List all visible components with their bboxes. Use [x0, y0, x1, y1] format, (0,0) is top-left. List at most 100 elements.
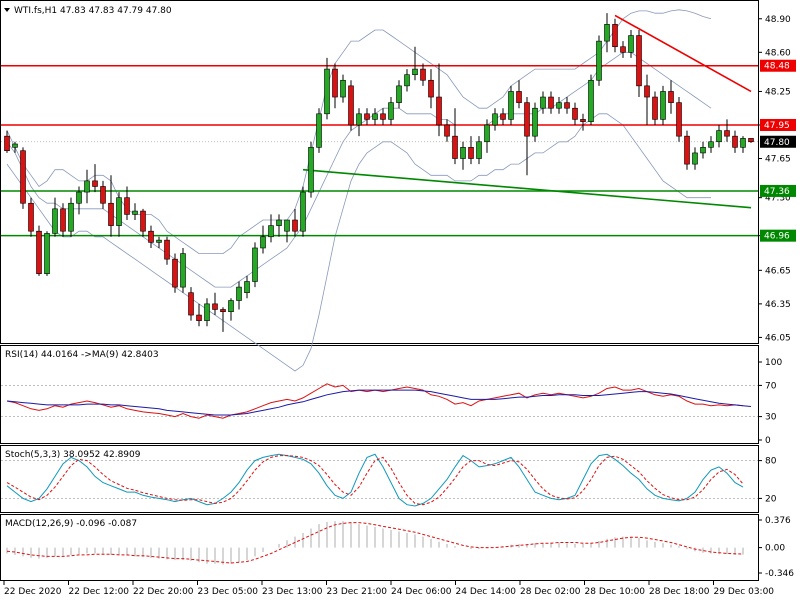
candle-bear	[172, 258, 178, 288]
candle-bear	[580, 119, 586, 122]
candle-bull	[740, 138, 746, 148]
candle-bear	[452, 135, 458, 159]
candle-bull	[76, 191, 82, 204]
candle-bull	[372, 113, 378, 120]
candle-bull	[492, 113, 498, 126]
level-tag-label: 46.96	[764, 232, 790, 242]
time-tick-label: 28 Dec 10:00	[585, 587, 646, 597]
candle-bear	[444, 124, 450, 137]
candle-bear	[60, 208, 66, 232]
trendline	[302, 168, 752, 209]
axis-labels: 48.90 48.60 48.25 47.95 47.65 47.30 46.96 46.65…	[3, 15, 796, 597]
candle-bull	[244, 281, 250, 293]
candle-bull	[700, 147, 706, 154]
level-tag	[760, 229, 796, 242]
candle-bull	[84, 180, 90, 193]
time-tick-label: 23 Dec 13:00	[262, 587, 323, 597]
candle-bull	[588, 79, 594, 122]
candle-bear	[548, 96, 554, 109]
candle-bull	[268, 225, 274, 238]
candle-bear	[572, 107, 578, 120]
candle-bear	[636, 35, 642, 87]
candle-bear	[468, 147, 474, 159]
candle-bull	[204, 303, 210, 321]
candle-bear	[732, 135, 738, 148]
candle-bull	[300, 191, 306, 232]
candle-bull	[340, 79, 346, 98]
rsi-tick-label: 0	[765, 436, 771, 446]
main-panel-frame	[0, 0, 759, 344]
candle-bull	[404, 74, 410, 87]
candle-bull	[324, 68, 330, 115]
price-tick-label: 47.30	[765, 194, 791, 204]
candle-bear	[212, 303, 218, 310]
candle-bear	[292, 219, 298, 232]
candle-bull	[460, 147, 466, 159]
candle-bull	[484, 124, 490, 143]
rsi-tick-label: 70	[765, 381, 777, 391]
time-tick-label: 22 Dec 20:00	[133, 587, 194, 597]
candle-bear	[676, 102, 682, 137]
time-tick-label: 24 Dec 06:00	[391, 587, 452, 597]
candle-bear	[724, 130, 730, 137]
candle-bear	[108, 202, 114, 226]
candle-bear	[28, 202, 34, 232]
candle-bear	[124, 197, 130, 215]
candle-bull	[68, 202, 74, 232]
candle-bull	[316, 113, 322, 148]
price-tick-label: 46.65	[765, 266, 791, 276]
time-tick-label: 22 Dec 12:00	[69, 587, 130, 597]
candle-bull	[692, 152, 698, 165]
candle-bull	[708, 141, 714, 148]
candle-bear	[524, 102, 530, 137]
candle-bear	[516, 91, 522, 103]
collapse-triangle-icon[interactable]	[4, 8, 10, 12]
stoch-panel-frame	[0, 445, 759, 513]
candle-bull	[284, 219, 290, 232]
time-tick-label: 28 Dec 18:00	[649, 587, 710, 597]
candle-bull	[532, 107, 538, 137]
candle-bull	[116, 197, 122, 226]
candle-bull	[540, 96, 546, 109]
level-tag	[760, 59, 796, 72]
candle-bear	[500, 113, 506, 120]
time-tick-label: 28 Dec 02:00	[520, 587, 581, 597]
candle-bear	[644, 85, 650, 98]
candle-bear	[620, 46, 626, 53]
price-tick-label: 47.65	[765, 155, 791, 165]
level-tag	[760, 118, 796, 131]
time-tick-label: 24 Dec 14:00	[456, 587, 517, 597]
main-price-plot	[1, 9, 758, 372]
candle-bull	[556, 102, 562, 109]
candle-bull	[308, 147, 314, 193]
candle-bull	[156, 239, 162, 243]
candle-bear	[748, 138, 754, 143]
macd-panel-title: MACD(12,26,9) -0.096 -0.087	[5, 519, 137, 529]
rsi-ma-line	[6, 389, 752, 416]
candle-bull	[132, 210, 138, 215]
level-tag-label: 48.48	[764, 62, 790, 72]
rsi-tick-label: 30	[765, 413, 777, 423]
candle-bear	[436, 96, 442, 126]
macd-tick-label: 0.00	[765, 544, 785, 554]
candle-bear	[332, 68, 338, 98]
candle-bull	[276, 219, 282, 226]
candle-bear	[164, 239, 170, 260]
stoch-plot	[1, 453, 758, 507]
candle-bull	[180, 253, 186, 288]
candle-bear	[148, 230, 154, 243]
rsi-panel-frame	[0, 345, 759, 444]
candle-bear	[428, 79, 434, 98]
candle-bear	[564, 102, 570, 109]
candle-bear	[380, 113, 386, 120]
candle-bear	[668, 91, 674, 103]
candle-bear	[220, 309, 226, 312]
candle-bear	[652, 96, 658, 120]
candle-bull	[660, 91, 666, 120]
candle-bear	[348, 85, 354, 126]
macd-tick-label: 0.376	[765, 516, 791, 526]
rsi-plot	[1, 383, 758, 419]
rsi-tick-label: 100	[765, 358, 782, 368]
stoch-panel-title: Stoch(5,3,3) 38.0952 42.8909	[5, 450, 141, 460]
